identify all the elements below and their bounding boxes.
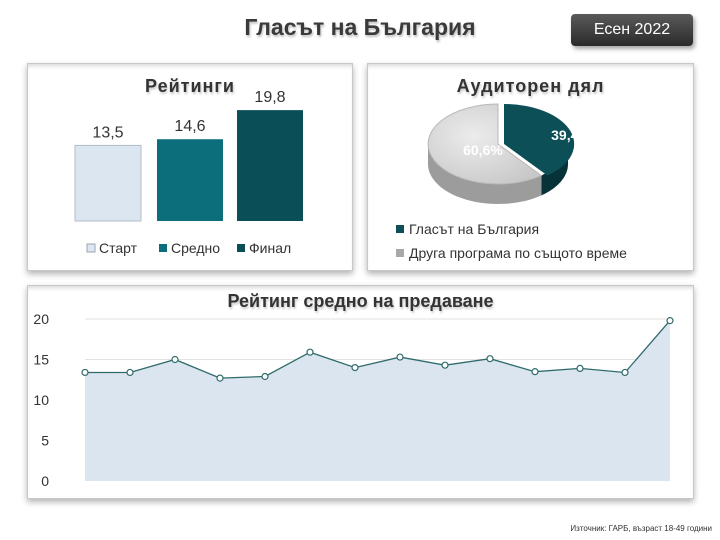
data-point [621, 368, 629, 377]
season-badge: Есен 2022 [571, 14, 693, 46]
data-point [531, 368, 539, 376]
data-point [306, 348, 314, 356]
legend-label-main: Гласът на България [409, 221, 539, 237]
data-point [81, 368, 89, 377]
y-tick-label: 20 [33, 311, 49, 327]
data-point [486, 355, 494, 363]
episode-rating-panel: Рейтинг средно на предаване 0 5 10 15 20 [27, 285, 694, 499]
audience-share-panel: Аудиторен дял 39,4% 60,6% Гласът на Българ… [367, 63, 694, 271]
pie-slice-other [427, 103, 543, 185]
data-point [126, 368, 134, 377]
legend-swatch-start [86, 243, 96, 253]
page-title: Гласът на България [244, 14, 476, 40]
legend-label-final: Финал [249, 240, 291, 256]
y-tick-label: 5 [41, 433, 49, 449]
bar-start [74, 144, 142, 222]
audience-share-title: Аудиторен дял [456, 76, 605, 96]
ratings-panel: Рейтинги 13,5 14,6 19,8 Старт Средно Финал [27, 63, 353, 271]
pie-label-other: 60,6% [463, 142, 503, 158]
data-point [351, 363, 359, 372]
pie-label-main: 39,4% [551, 127, 591, 143]
y-tick-label: 15 [33, 352, 49, 368]
episode-rating-title: Рейтинг средно на предаване [227, 291, 494, 311]
legend-label-average: Средно [171, 240, 220, 256]
legend-label-other: Друга програма по същото време [409, 245, 627, 261]
legend-swatch-final [237, 244, 245, 252]
legend-label-start: Старт [99, 240, 138, 256]
bar-final [237, 110, 303, 221]
data-point [441, 361, 449, 369]
data-point [666, 317, 674, 325]
data-point [216, 374, 224, 382]
y-tick-label: 10 [33, 392, 49, 408]
bar-value-average: 14,6 [174, 118, 205, 135]
source-note: Източник: ГАРБ, възраст 18-49 години [570, 524, 712, 533]
bar-average [157, 139, 223, 221]
bar-value-start: 13,5 [92, 124, 123, 141]
legend-swatch-average [159, 244, 167, 252]
area-fill [85, 320, 670, 481]
data-point [576, 364, 584, 373]
data-point [171, 355, 179, 364]
ratings-bar-chart: 13,5 14,6 19,8 Старт Средно Финал [74, 89, 303, 256]
bar-value-final: 19,8 [254, 89, 285, 106]
pie-slice-other-side [428, 144, 542, 204]
ratings-title: Рейтинги [145, 76, 235, 96]
legend-swatch-main [396, 225, 404, 233]
rating-line [85, 320, 671, 379]
legend-swatch-other [396, 249, 404, 257]
data-point [396, 353, 404, 361]
y-tick-label: 0 [41, 473, 49, 489]
audience-share-pie-chart: 39,4% 60,6% Гласът на България Друга програ… [396, 103, 627, 261]
pie-slice-main [504, 103, 575, 176]
data-point [261, 372, 269, 381]
episode-rating-area-chart: 0 5 10 15 20 [33, 311, 674, 489]
